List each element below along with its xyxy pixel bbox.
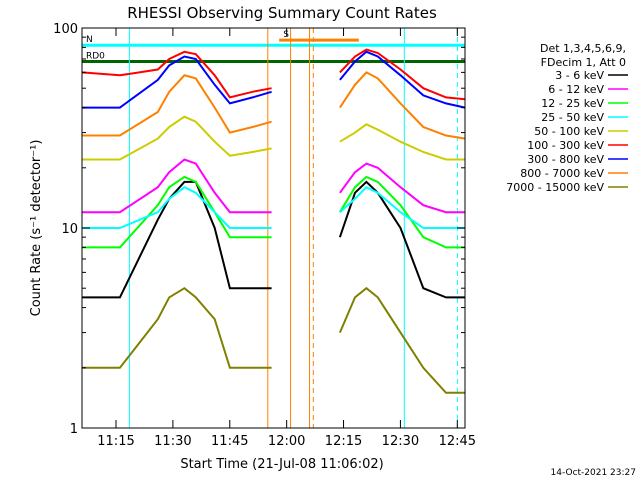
series-line-6	[82, 50, 466, 109]
legend-header-0: Det 1,3,4,5,6,9,	[540, 42, 626, 55]
flag-label-1: N	[86, 35, 93, 45]
y-tick-label-0: 1	[70, 422, 78, 437]
x-tick-label-2: 11:45	[211, 434, 248, 449]
y-tick-label-2: 100	[53, 22, 78, 37]
x-tick-label-5: 12:30	[382, 434, 419, 449]
markers-layer	[128, 28, 458, 428]
x-tick-label-4: 12:15	[325, 434, 362, 449]
x-tick-label-1: 11:30	[154, 434, 191, 449]
legend-label-4: 50 - 100 keV	[534, 125, 604, 138]
y-axis: 1 10 100	[53, 22, 465, 437]
series-line-7	[82, 71, 466, 140]
x-tick-label-0: 11:15	[97, 434, 134, 449]
chart-title: RHESSI Observing Summary Count Rates	[127, 4, 437, 22]
legend-label-8: 7000 - 15000 keV	[506, 181, 604, 194]
x-axis: 11:15 11:30 11:45 12:00 12:15 12:30 12:45	[97, 28, 476, 449]
legend-label-0: 3 - 6 keV	[555, 69, 604, 82]
legend-label-6: 300 - 800 keV	[527, 153, 604, 166]
y-axis-label: Count Rate (s⁻¹ detector⁻¹)	[29, 140, 44, 317]
series-line-2	[82, 175, 465, 249]
x-axis-label: Start Time (21-Jul-08 11:06:02)	[180, 457, 383, 472]
series-line-1	[82, 158, 465, 214]
series-line-8	[82, 286, 465, 394]
legend-label-5: 100 - 300 keV	[527, 139, 604, 152]
legend: Det 1,3,4,5,6,9,FDecim 1, Att 03 - 6 keV…	[506, 42, 628, 194]
flag-label-0: RD0	[86, 51, 105, 61]
x-tick-label-6: 12:45	[439, 434, 476, 449]
legend-header-1: FDecim 1, Att 0	[541, 56, 626, 69]
series-line-5	[81, 48, 466, 101]
legend-label-7: 800 - 7000 keV	[520, 167, 604, 180]
y-tick-label-1: 10	[61, 222, 78, 237]
timestamp: 14-Oct-2021 23:27	[551, 468, 636, 478]
series-layer	[81, 48, 466, 394]
legend-label-1: 6 - 12 keV	[548, 83, 604, 96]
legend-label-3: 25 - 50 keV	[541, 111, 604, 124]
series-line-4	[82, 115, 465, 161]
series-line-0	[82, 180, 465, 299]
legend-label-2: 12 - 25 keV	[541, 97, 604, 110]
x-tick-label-3: 12:00	[268, 434, 305, 449]
series-line-3	[82, 185, 465, 229]
